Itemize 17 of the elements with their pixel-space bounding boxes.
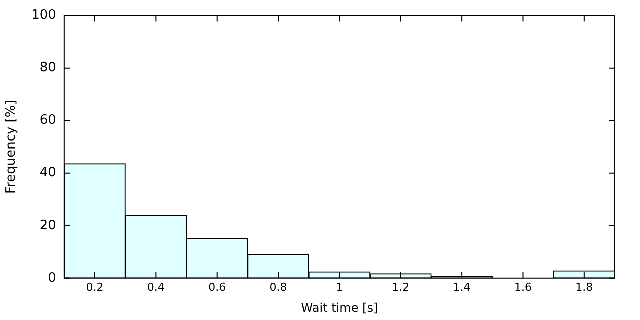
y-tick-label: 100 <box>32 8 56 24</box>
x-tick-label: 1.6 <box>514 280 532 294</box>
x-tick-label: 1.8 <box>576 280 594 294</box>
y-tick-label: 80 <box>40 60 56 76</box>
x-tick-label: 1 <box>336 280 344 294</box>
y-tick-label: 40 <box>40 166 56 181</box>
x-tick-label: 0.8 <box>270 280 288 294</box>
x-tick-label: 1.2 <box>392 280 410 294</box>
x-tick-label: 0.4 <box>147 280 165 294</box>
y-axis-title: Frequency [%] <box>4 100 20 194</box>
x-tick-label: 1.4 <box>453 280 471 294</box>
y-tick-label: 0 <box>48 270 56 286</box>
x-tick-label: 0.2 <box>86 280 104 294</box>
y-tick-label: 60 <box>40 113 56 128</box>
x-tick-label: 0.6 <box>208 280 226 294</box>
y-tick-label: 20 <box>40 218 56 234</box>
x-axis-title: Wait time [s] <box>301 300 378 315</box>
